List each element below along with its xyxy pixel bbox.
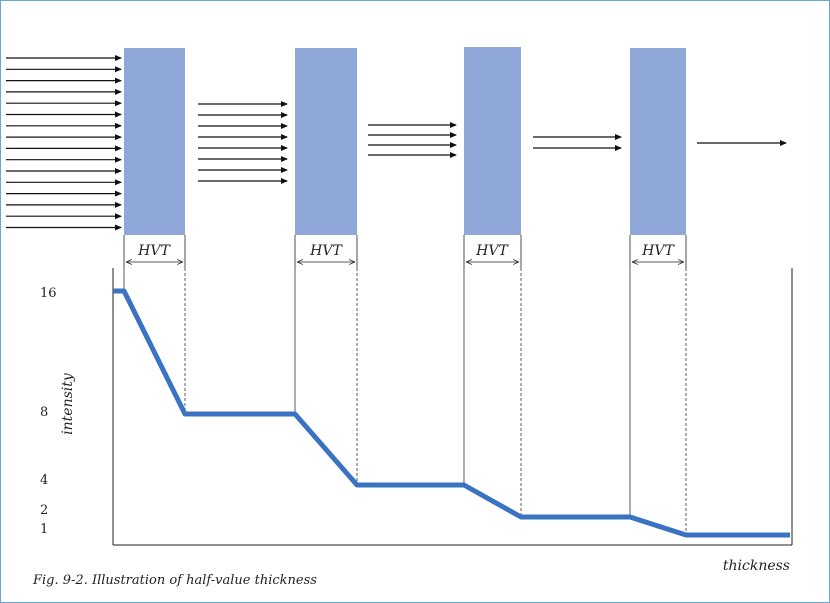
- absorber-block-3: [464, 47, 521, 235]
- y-tick-2: 2: [40, 503, 48, 518]
- y-tick-8: 8: [40, 405, 48, 420]
- y-tick-16: 16: [40, 286, 57, 301]
- hvt-label-2: HVT: [309, 243, 343, 259]
- guide-lines-plot: [123, 268, 687, 535]
- beam-arrows-4: [368, 122, 457, 158]
- intensity-curve: [113, 288, 790, 538]
- hvt-label-3: HVT: [475, 243, 509, 259]
- absorber-block-1: [124, 48, 185, 235]
- hvt-label-4: HVT: [641, 243, 675, 259]
- absorber-block-2: [295, 48, 357, 235]
- beam-arrows-16: [6, 55, 122, 231]
- figure-caption: Fig. 9-2. Illustration of half-value thi…: [33, 573, 317, 588]
- x-axis-label: thickness: [723, 558, 790, 574]
- y-tick-4: 4: [40, 473, 48, 488]
- y-tick-1: 1: [40, 522, 48, 537]
- hvt-label-1: HVT: [137, 243, 171, 259]
- absorber-block-4: [630, 48, 686, 235]
- beam-arrows-8: [198, 101, 288, 184]
- y-axis-label: intensity: [60, 372, 76, 435]
- guide-lines: [123, 235, 687, 268]
- beam-arrows-2: [533, 134, 622, 151]
